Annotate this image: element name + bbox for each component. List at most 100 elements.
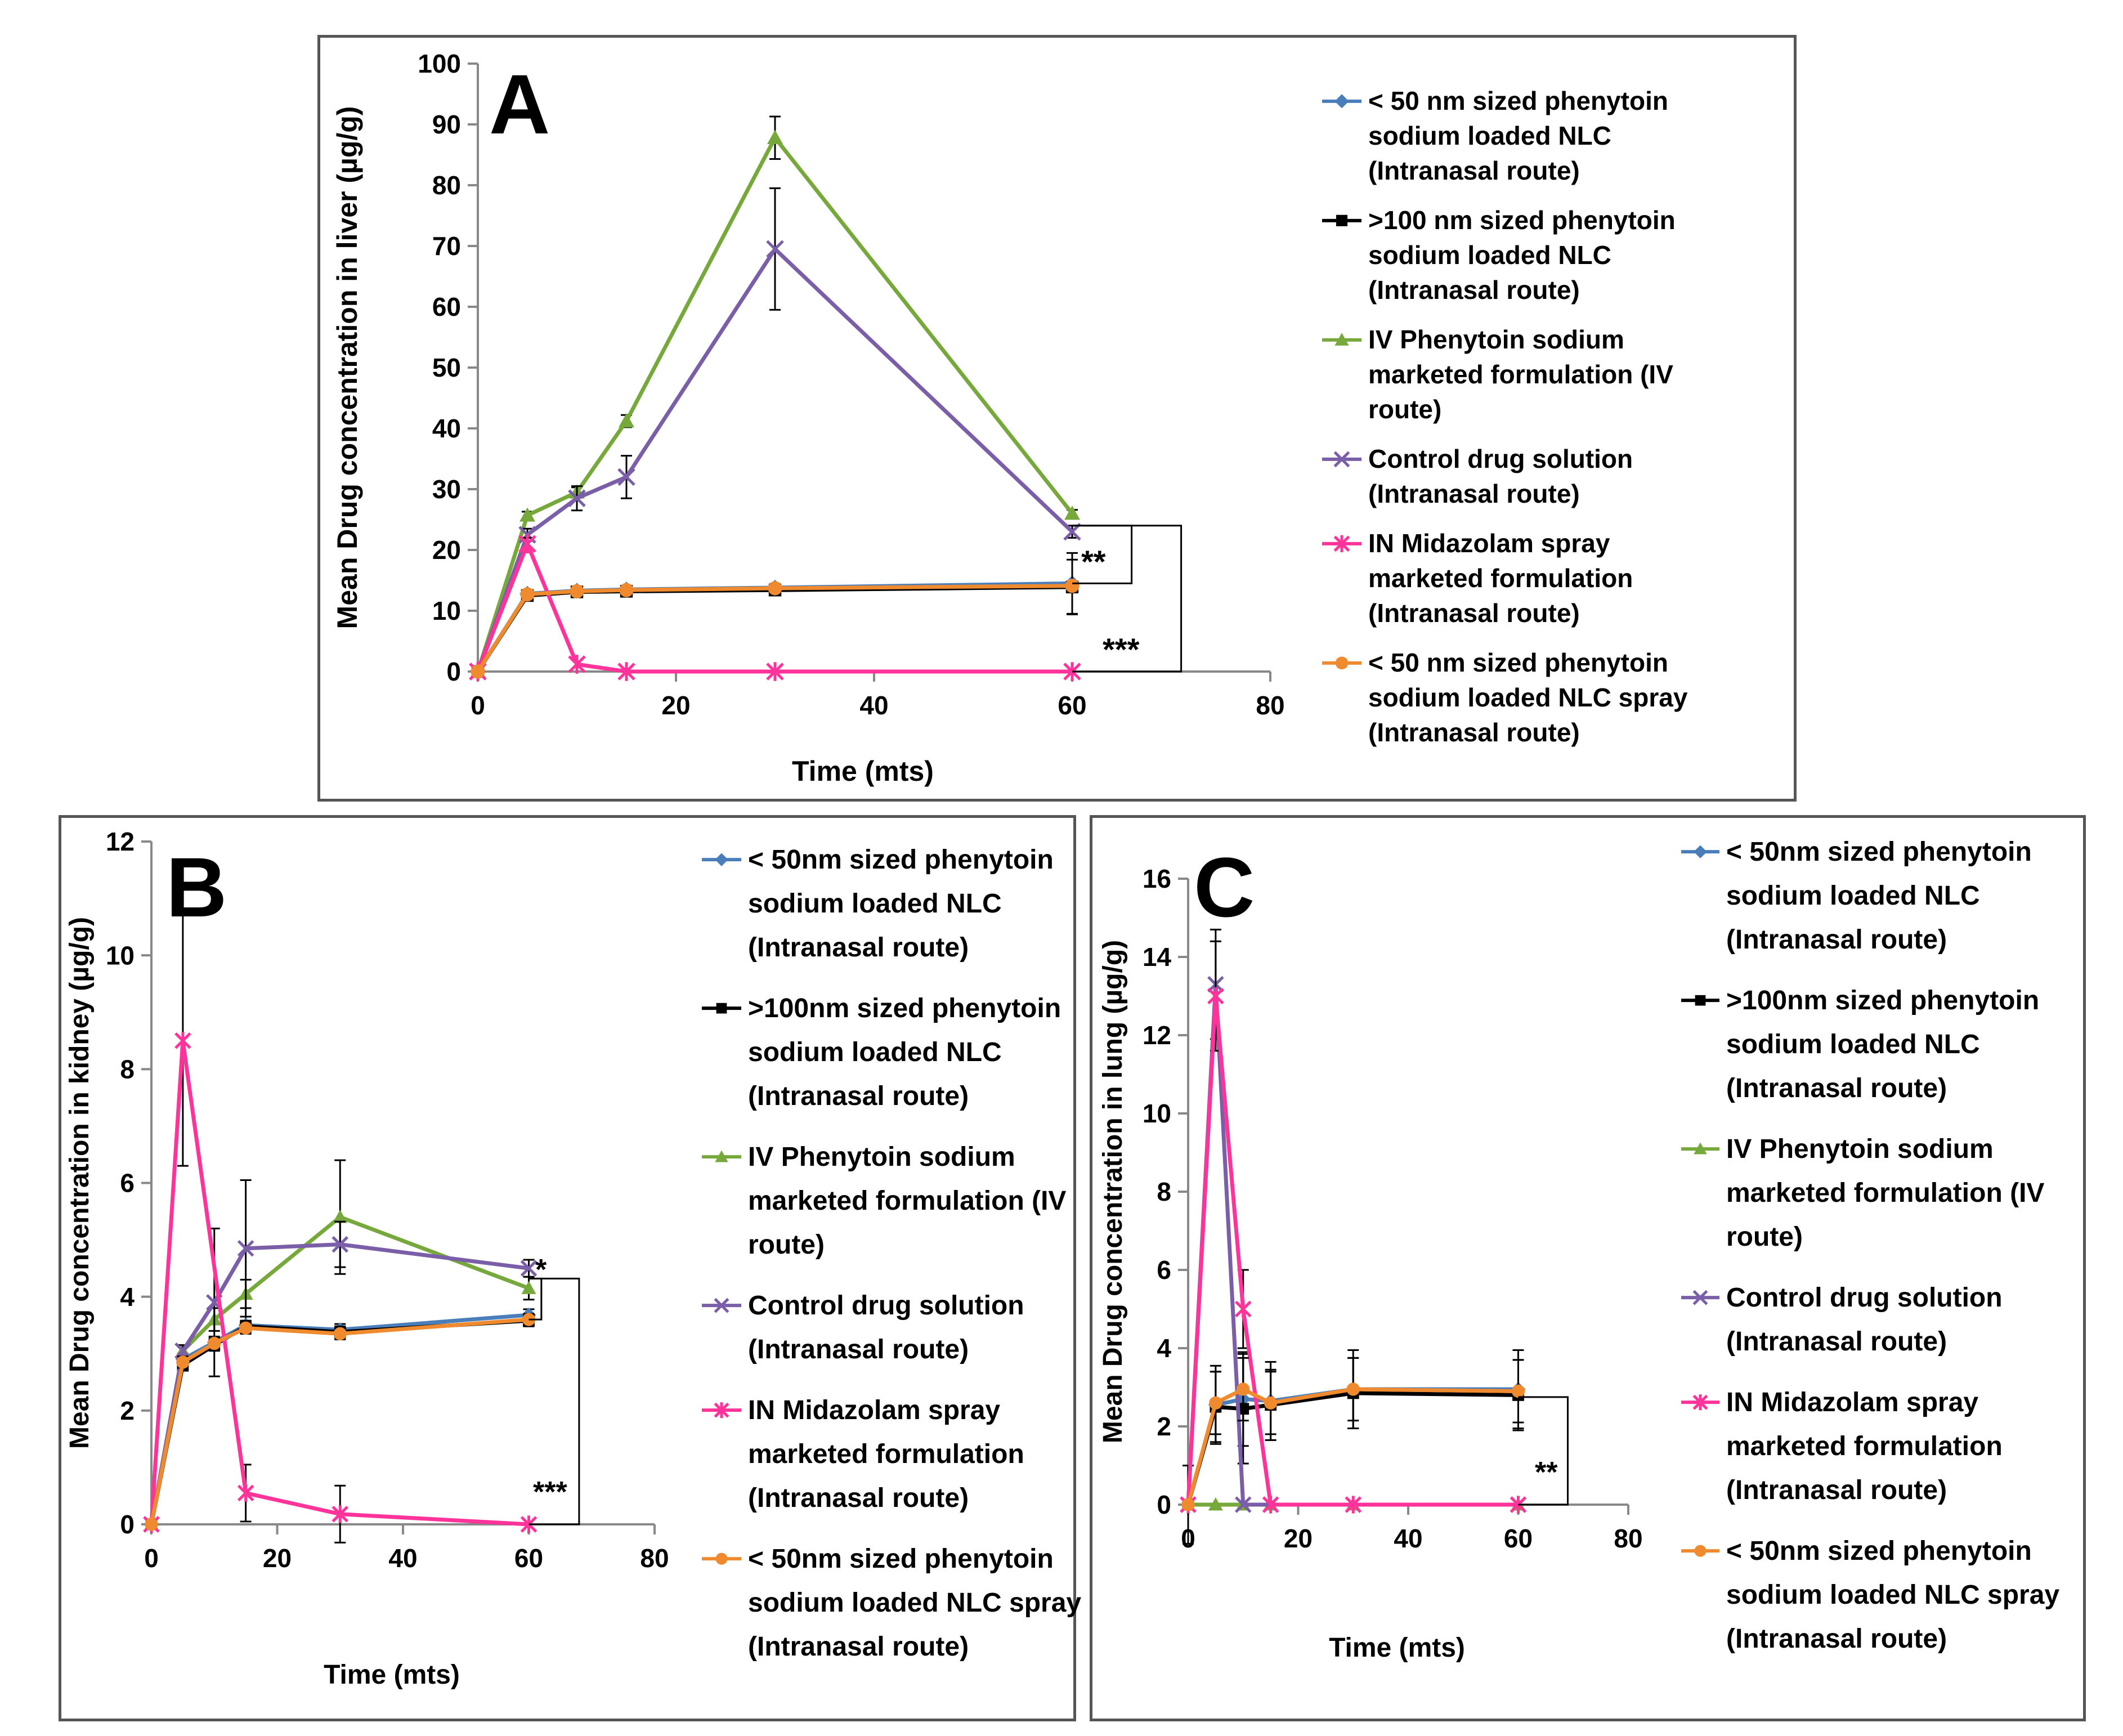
data-point-marker bbox=[1264, 1396, 1278, 1410]
data-point-marker bbox=[1234, 1496, 1252, 1513]
x-axis-title: Time (mts) bbox=[1329, 1633, 1465, 1663]
data-point-marker bbox=[767, 129, 783, 144]
y-tick-label: 12 bbox=[1143, 1021, 1171, 1050]
legend-label: sodium loaded NLC bbox=[1726, 881, 1980, 911]
data-point-marker bbox=[1335, 656, 1349, 670]
legend-label: (Intranasal route) bbox=[748, 1081, 969, 1111]
y-tick-label: 6 bbox=[120, 1169, 135, 1198]
data-point-marker bbox=[333, 1327, 347, 1341]
legend-entry: Control drug solution (Intranasal route) bbox=[1322, 444, 1633, 508]
legend-entry: < 50 nm sized phenytoin sodium loaded NLC… bbox=[1322, 648, 1688, 747]
data-point-marker bbox=[1511, 1384, 1525, 1398]
significance-bracket bbox=[1072, 525, 1183, 673]
x-tick-label: 20 bbox=[1284, 1524, 1313, 1553]
data-point-marker bbox=[332, 1236, 349, 1253]
x-tick-label: 80 bbox=[640, 1543, 669, 1573]
legend-label: (Intranasal route) bbox=[1368, 598, 1580, 628]
legend-label: sodium loaded NLC bbox=[1726, 1030, 1980, 1059]
data-point-marker bbox=[1234, 1300, 1252, 1318]
legend-label: sodium loaded NLC bbox=[1368, 240, 1611, 270]
legend-entry: < 50nm sized phenytoin sodium loaded NLC (… bbox=[702, 845, 1054, 963]
data-point-marker bbox=[1694, 845, 1707, 858]
data-series bbox=[471, 558, 1079, 678]
legend-label: Control drug solution bbox=[1368, 444, 1633, 473]
y-axis-title: Mean Drug concentration in lung (µg/g) bbox=[1098, 940, 1128, 1443]
x-axis-title: Time (mts) bbox=[324, 1660, 460, 1690]
legend-label: (Intranasal route) bbox=[1726, 1073, 1947, 1103]
y-tick-label: 2 bbox=[120, 1396, 135, 1425]
legend-entry: >100nm sized phenytoin sodium loaded NLC (… bbox=[702, 994, 1061, 1111]
legend-label: < 50nm sized phenytoin bbox=[748, 845, 1054, 875]
data-point-marker bbox=[1065, 579, 1080, 593]
y-tick-label: 10 bbox=[106, 941, 135, 970]
series-line bbox=[476, 585, 1073, 673]
data-point-marker bbox=[768, 581, 782, 596]
data-point-marker bbox=[1336, 214, 1348, 226]
legend-label: (Intranasal route) bbox=[1726, 1475, 1947, 1505]
panel-letter: A bbox=[489, 57, 550, 151]
legend-label: (Intranasal route) bbox=[1368, 718, 1580, 747]
panel-a-liver: 0 10 20 30 40 50 60 70 80 90 100 0 20 40 60 80 Time (mts… bbox=[317, 35, 1797, 802]
legend-label: marketed formulation (IV bbox=[748, 1186, 1066, 1216]
legend-label: (Intranasal route) bbox=[748, 1483, 969, 1513]
data-point-marker bbox=[520, 1260, 538, 1277]
series-line bbox=[476, 581, 1073, 673]
data-point-marker bbox=[333, 1210, 348, 1223]
y-tick-label: 12 bbox=[106, 827, 135, 856]
legend-label: (Intranasal route) bbox=[748, 1335, 969, 1364]
y-tick-label: 30 bbox=[432, 475, 461, 504]
data-point-marker bbox=[714, 1402, 729, 1419]
data-point-marker bbox=[766, 240, 784, 258]
y-tick-label: 100 bbox=[418, 49, 461, 78]
data-point-marker bbox=[1207, 987, 1224, 1005]
legend-label: < 50nm sized phenytoin bbox=[748, 1544, 1054, 1574]
legend-entry: < 50nm sized phenytoin sodium loaded NLC … bbox=[1681, 1536, 2059, 1654]
data-point-marker bbox=[766, 662, 784, 681]
data-point-marker bbox=[237, 1240, 254, 1257]
x-tick-label: 40 bbox=[1394, 1524, 1422, 1553]
y-tick-label: 8 bbox=[1157, 1177, 1171, 1206]
legend-label: Control drug solution bbox=[1726, 1283, 2003, 1313]
legend-entry: Control drug solution (Intranasal route) bbox=[1681, 1283, 2003, 1357]
legend-label: sodium loaded NLC spray bbox=[1726, 1580, 2059, 1610]
series-line bbox=[476, 584, 1073, 673]
legend-label: route) bbox=[1726, 1222, 1803, 1252]
data-point-marker bbox=[715, 1150, 728, 1162]
significance-bracket bbox=[1518, 1396, 1569, 1506]
data-series bbox=[469, 534, 1081, 681]
x-axis-title: Time (mts) bbox=[792, 755, 934, 787]
data-point-marker bbox=[332, 1505, 349, 1523]
x-tick-label: 0 bbox=[471, 691, 485, 720]
y-tick-label: 90 bbox=[432, 110, 461, 139]
legend-label: marketed formulation (IV bbox=[1726, 1178, 2044, 1208]
data-point-marker bbox=[570, 584, 584, 599]
chart-b-svg: 0 2 4 6 8 10 12 0 20 40 60 80 Time (mts) Mean Drug co… bbox=[65, 827, 1081, 1690]
data-point-marker bbox=[519, 507, 535, 522]
data-series bbox=[1181, 1357, 1525, 1511]
y-tick-label: 80 bbox=[432, 171, 461, 200]
data-point-marker bbox=[1181, 1498, 1195, 1511]
legend-label: (Intranasal route) bbox=[1726, 1327, 1947, 1357]
series-line bbox=[149, 1040, 529, 1527]
data-point-marker bbox=[1237, 1382, 1250, 1396]
data-point-marker bbox=[1692, 1394, 1708, 1411]
legend-label: < 50nm sized phenytoin bbox=[1726, 1536, 2032, 1566]
data-point-marker bbox=[1694, 1545, 1707, 1557]
x-tick-label: 80 bbox=[1614, 1524, 1642, 1553]
significance-label: * bbox=[535, 1254, 547, 1286]
data-point-marker bbox=[1692, 1290, 1708, 1305]
data-point-marker bbox=[714, 1297, 729, 1313]
series-line bbox=[149, 1317, 529, 1525]
legend-label: marketed formulation bbox=[1726, 1431, 2003, 1461]
data-series bbox=[143, 1179, 538, 1533]
legend-label: route) bbox=[748, 1230, 825, 1260]
legend-label: route) bbox=[1368, 395, 1441, 424]
data-point-marker bbox=[1209, 1396, 1222, 1410]
data-point-marker bbox=[174, 1032, 191, 1050]
series-line bbox=[1186, 1387, 1519, 1505]
data-point-marker bbox=[617, 662, 635, 681]
data-point-marker bbox=[1334, 333, 1349, 346]
data-point-marker bbox=[176, 1355, 190, 1369]
legend-label: (Intranasal route) bbox=[1368, 156, 1580, 185]
x-tick-label: 20 bbox=[263, 1543, 292, 1573]
